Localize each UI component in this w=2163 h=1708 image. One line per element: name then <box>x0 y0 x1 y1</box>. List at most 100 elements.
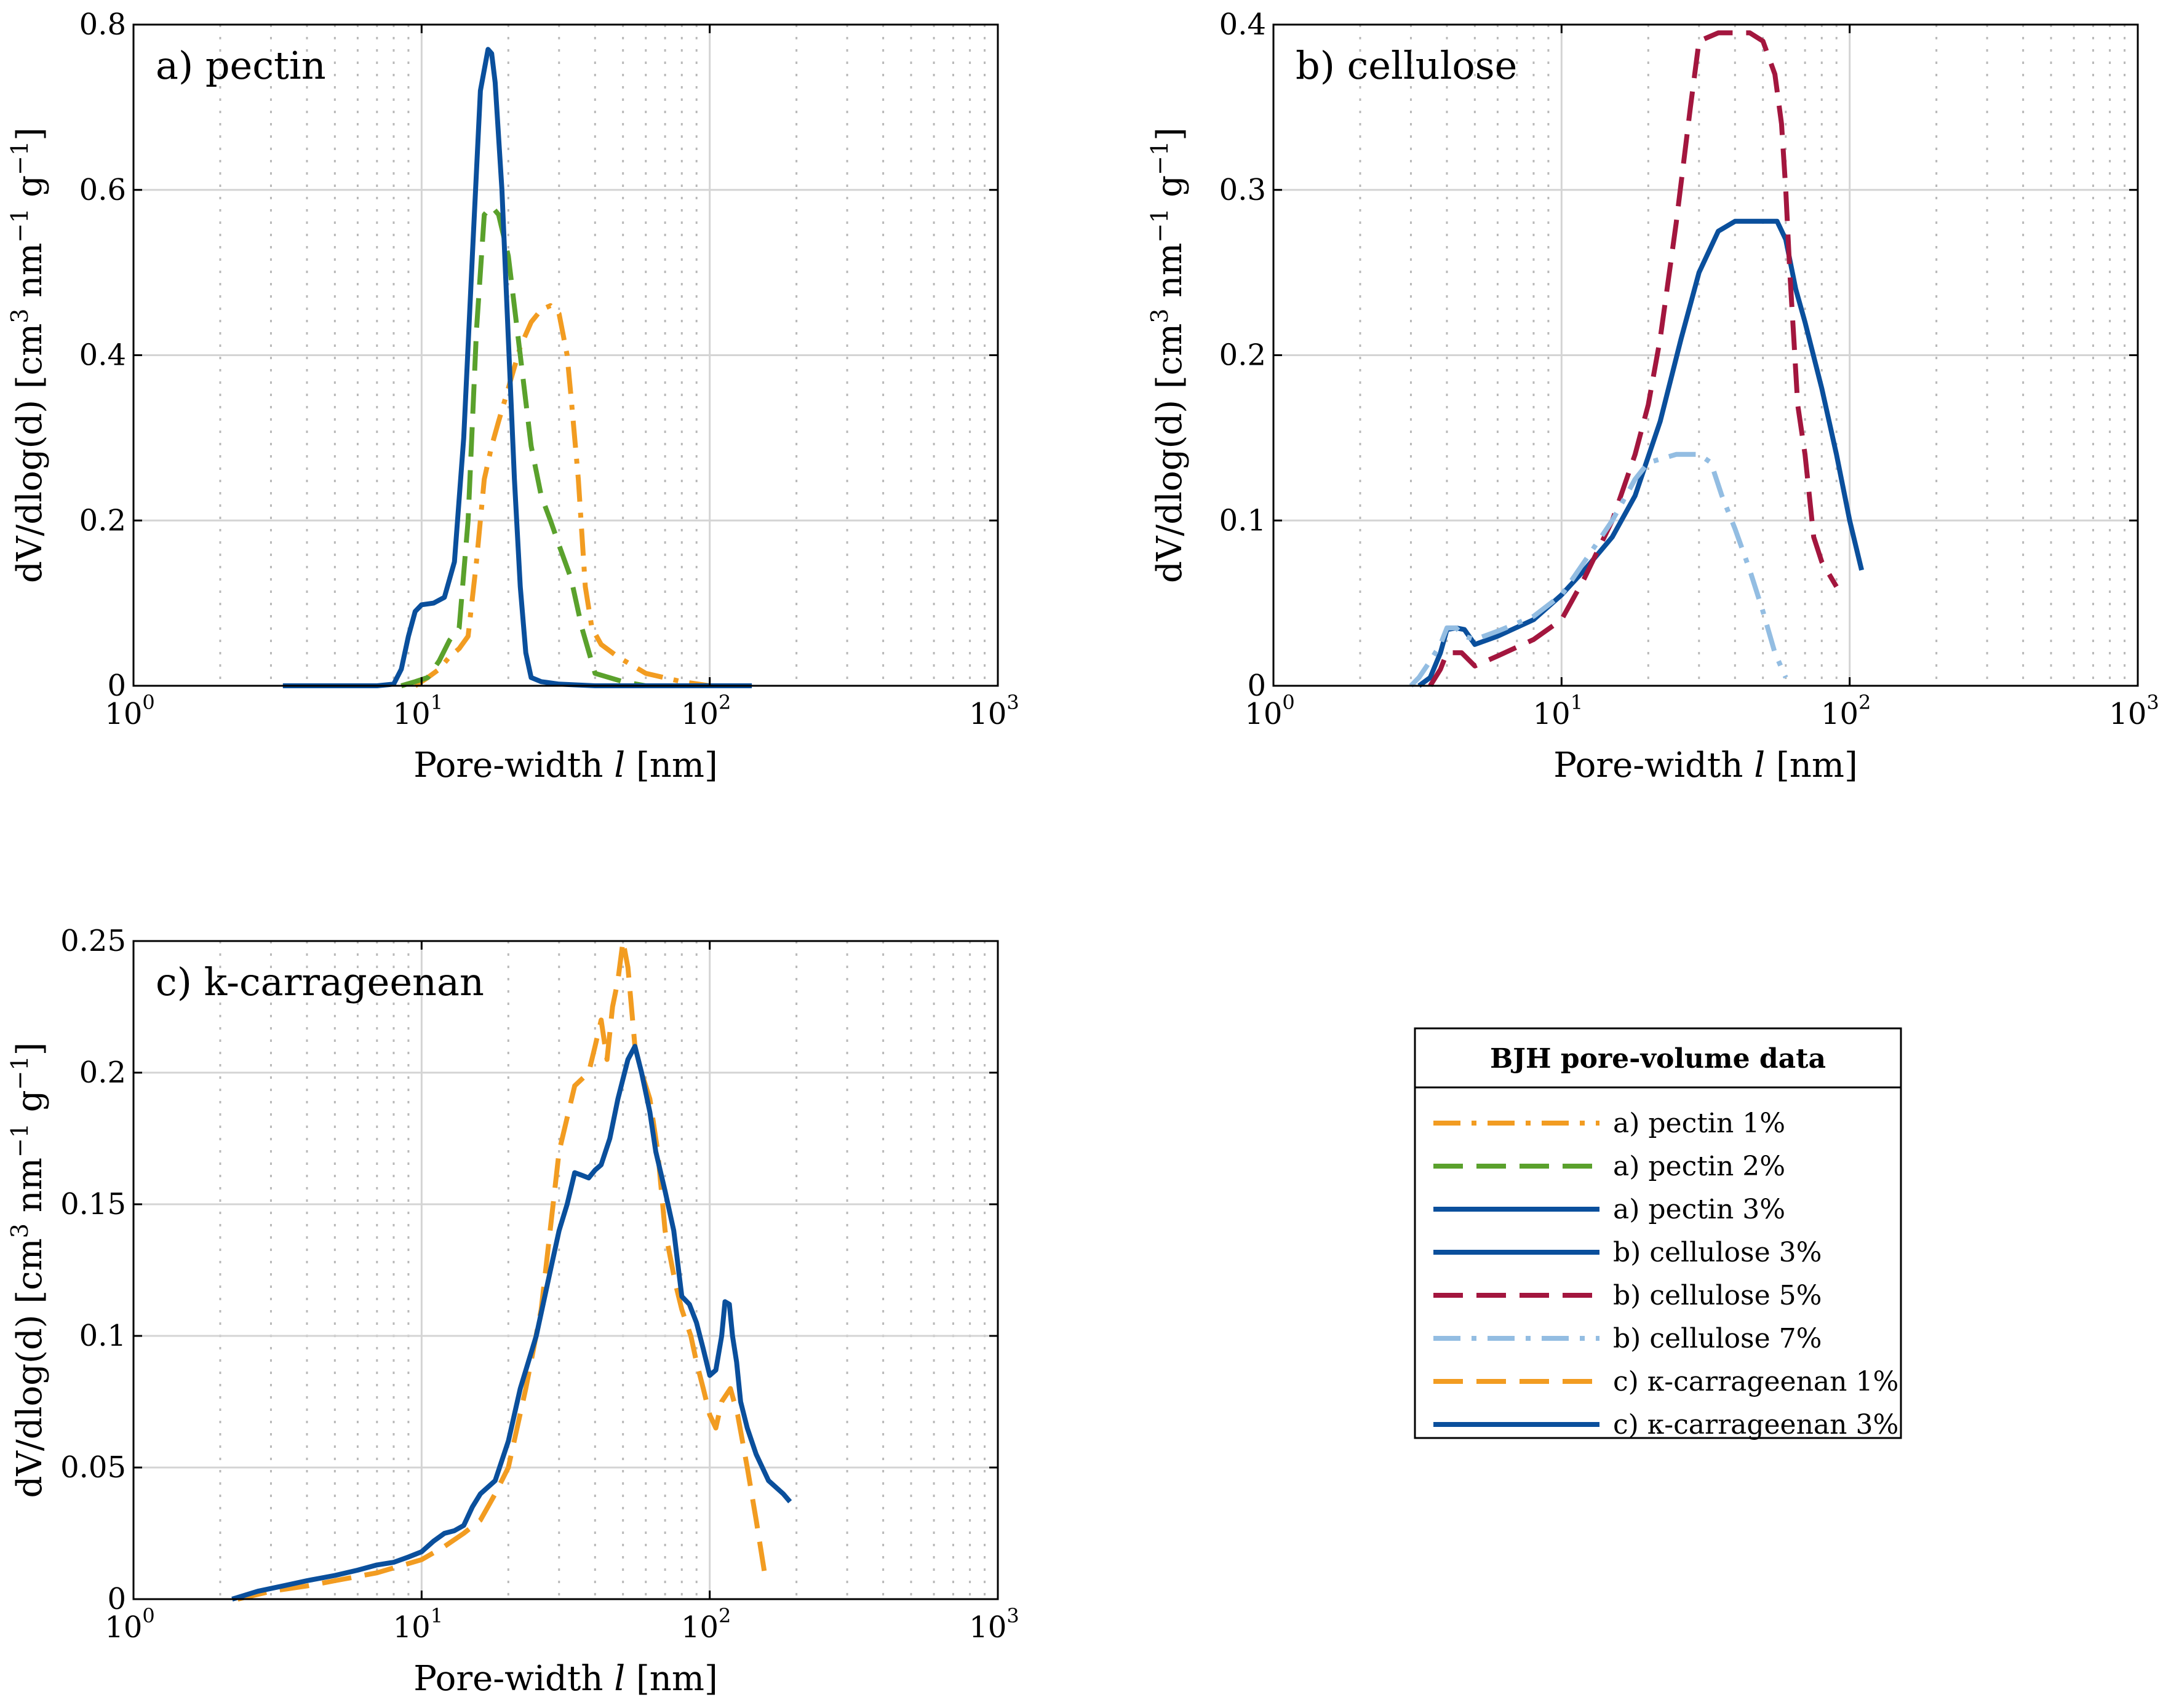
panel-b-x-tick-base: 10 <box>1245 697 1282 731</box>
panel-b-x-tick-exp: 0 <box>1282 691 1294 714</box>
panel-c-x-tick-exp: 0 <box>142 1604 154 1627</box>
legend-box <box>1414 1027 1902 1439</box>
panel-b-x-tick-base: 10 <box>1821 697 1858 731</box>
panel-b-x-tick-exp: 3 <box>2146 691 2159 714</box>
panel-a-ylabel-part: dV/dlog(d) [cm <box>10 324 50 583</box>
panel-a-ylabel-part: −1 <box>6 141 33 175</box>
panel-c-series-2-line <box>231 1044 792 1602</box>
legend-item-1-label: a) pectin 1% <box>1613 1108 1785 1139</box>
panel-b-series-1-line <box>1417 218 1864 688</box>
panel-c-x-tick-exp: 2 <box>719 1604 731 1627</box>
panel-b-y-tick-label: 0 <box>1247 669 1266 703</box>
panel-c-y-tick-label: 0.15 <box>60 1187 126 1221</box>
panel-a-ylabel-part: 3 <box>6 309 33 324</box>
panel-a-xlabel-symbol: l <box>614 745 625 785</box>
legend-item-7-label: c) κ-carrageenan 1% <box>1613 1366 1898 1397</box>
panel-c-y-tick-label: 0.05 <box>60 1450 126 1485</box>
panel-a-y-tick-label: 0 <box>107 669 126 703</box>
panel-c-title: c) k-carrageenan <box>156 959 484 1004</box>
panel-b-x-tick-exp: 2 <box>1858 691 1871 714</box>
panel-a-xlabel-part: [nm] <box>625 745 718 785</box>
panel-b-x-tick-exp: 1 <box>1571 691 1583 714</box>
panel-a-x-tick-label: 102 <box>681 691 731 731</box>
panel-b-x-tick-label: 102 <box>1821 691 1871 731</box>
panel-c-series-1-line <box>237 939 767 1602</box>
panel-c-x-tick-label: 100 <box>105 1604 154 1645</box>
panel-b-title: b) cellulose <box>1296 43 1517 88</box>
panel-b-ylabel-part: g <box>1150 175 1190 209</box>
panel-b-y-tick-label: 0.1 <box>1219 503 1266 538</box>
panel-c-x-tick-label: 102 <box>681 1604 731 1645</box>
panel-a-series-1-line <box>413 303 711 688</box>
legend-item-3-label: a) pectin 3% <box>1613 1194 1785 1225</box>
panel-a-xlabel-part: Pore-width <box>413 745 614 785</box>
panel-c-x-tick-base: 10 <box>969 1610 1006 1645</box>
panel-c-x-tick-base: 10 <box>681 1610 719 1645</box>
panel-c-ylabel-part: −1 <box>6 1123 33 1158</box>
panel-b-xlabel-part: Pore-width <box>1553 745 1754 785</box>
panel-b-xlabel-part: [nm] <box>1765 745 1858 785</box>
legend-item-4-label: b) cellulose 3% <box>1613 1237 1822 1268</box>
panel-a-title: a) pectin <box>156 43 326 88</box>
panel-a-x-tick-base: 10 <box>105 697 142 731</box>
panel-b-ylabel-part: −1 <box>1146 141 1173 175</box>
panel-c-ylabel-part: g <box>10 1090 50 1123</box>
panel-b-xlabel: Pore-width l [nm] <box>1553 745 1858 785</box>
legend-title: BJH pore-volume data <box>1490 1043 1826 1074</box>
legend-item-6-label: b) cellulose 7% <box>1613 1323 1822 1354</box>
panel-b-x-tick-label: 101 <box>1533 691 1583 731</box>
panel-c-x-tick-label: 101 <box>393 1604 443 1645</box>
panel-c-y-tick-label: 0.2 <box>79 1055 126 1090</box>
panel-a-x-tick-label: 100 <box>105 691 154 731</box>
panel-b-xlabel-symbol: l <box>1754 745 1765 785</box>
panel-c-ylabel: dV/dlog(d) [cm3 nm−1 g−1] <box>6 1043 50 1498</box>
panel-c-x-tick-base: 10 <box>105 1610 142 1645</box>
panel-c-ylabel-part: −1 <box>6 1055 33 1090</box>
panel-a-series-3-line <box>282 47 752 688</box>
panel-c-xlabel: Pore-width l [nm] <box>413 1659 718 1699</box>
panel-b-y-tick-label: 0.3 <box>1219 173 1266 207</box>
panel-a-ylabel: dV/dlog(d) [cm3 nm−1 g−1] <box>6 127 50 583</box>
panel-c-xlabel-part: Pore-width <box>413 1659 614 1699</box>
panel-a-x-tick-label: 103 <box>969 691 1019 731</box>
panel-c-frame <box>132 940 999 1600</box>
panel-b-ylabel-part: nm <box>1150 243 1190 309</box>
panel-c-y-tick-label: 0.25 <box>60 924 126 958</box>
panel-a-series-2-line <box>400 204 710 688</box>
panel-a-ylabel-part: −1 <box>6 209 33 243</box>
panel-b-y-tick-label: 0.2 <box>1219 338 1266 373</box>
panel-a-x-tick-base: 10 <box>681 697 719 731</box>
panel-a-x-tick-exp: 1 <box>431 691 443 714</box>
panel-b-series-3-line <box>1409 451 1788 688</box>
panel-b-ylabel-part: ] <box>1150 127 1190 141</box>
panel-c-ylabel-part: nm <box>10 1158 50 1223</box>
panel-b-series-2-line <box>1428 30 1839 688</box>
panel-a-x-tick-exp: 0 <box>142 691 154 714</box>
panel-c-x-tick-label: 103 <box>969 1604 1019 1645</box>
panel-b-ylabel-part: dV/dlog(d) [cm <box>1150 324 1190 583</box>
panel-c-ylabel-part: 3 <box>6 1223 33 1238</box>
panel-c-x-tick-base: 10 <box>393 1610 431 1645</box>
panel-a-y-tick-label: 0.8 <box>79 7 126 42</box>
panel-a-xlabel: Pore-width l [nm] <box>413 745 718 785</box>
panel-c-ylabel-part: ] <box>10 1043 50 1056</box>
panel-b-x-tick-label: 100 <box>1245 691 1294 731</box>
panel-a-ylabel-part: nm <box>10 243 50 309</box>
panel-c-y-tick-label: 0 <box>107 1582 126 1616</box>
legend-item-8-label: c) κ-carrageenan 3% <box>1613 1409 1898 1440</box>
legend: BJH pore-volume data a) pectin 1% a) pecti… <box>1414 1027 1902 1440</box>
panel-b-ylabel-part: −1 <box>1146 209 1173 243</box>
panel-c-x-tick-exp: 1 <box>431 1604 443 1627</box>
panel-a-x-tick-base: 10 <box>969 697 1006 731</box>
panel-b-x-tick-label: 103 <box>2109 691 2159 731</box>
panel-a-x-tick-base: 10 <box>393 697 431 731</box>
panel-a-x-tick-exp: 3 <box>1006 691 1019 714</box>
panel-c-x-tick-exp: 3 <box>1006 1604 1019 1627</box>
panel-b-y-tick-label: 0.4 <box>1219 7 1266 42</box>
panel-b-x-tick-base: 10 <box>1533 697 1571 731</box>
panel-c-y-tick-label: 0.1 <box>79 1319 126 1353</box>
